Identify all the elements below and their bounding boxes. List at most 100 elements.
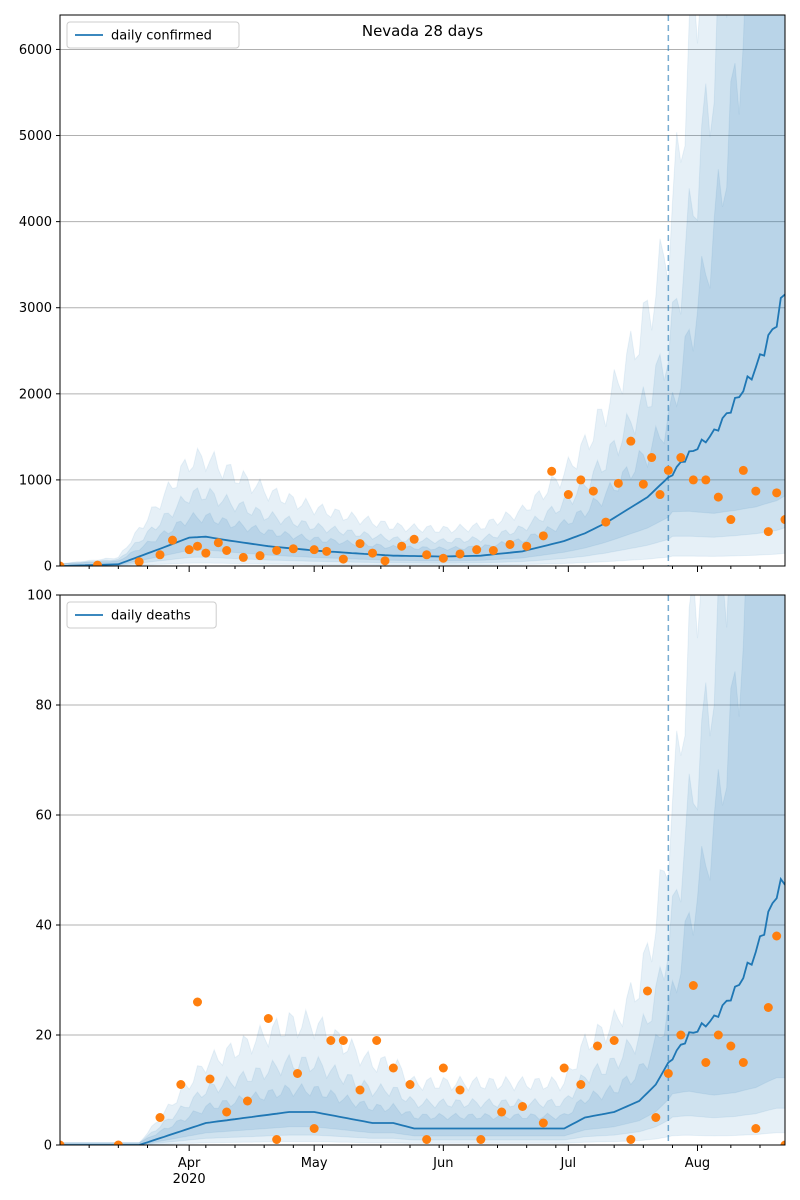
- y-tick-label: 5000: [19, 129, 52, 144]
- observed-point: [60, 1140, 65, 1145]
- observed-point: [326, 1036, 336, 1045]
- observed-point: [205, 1074, 215, 1084]
- observed-point: [113, 1140, 123, 1145]
- observed-point: [613, 478, 623, 488]
- observed-point: [193, 541, 202, 551]
- legend: daily deaths: [66, 601, 217, 629]
- observed-point: [372, 1036, 382, 1045]
- y-tick-label: 6000: [19, 43, 52, 58]
- uncertainty-band: [60, 15, 785, 566]
- legend-label: daily confirmed: [111, 29, 212, 44]
- observed-point: [168, 535, 177, 545]
- legend-box: [66, 21, 240, 49]
- y-tick-label: 40: [35, 919, 52, 934]
- observed-points: [60, 931, 785, 1145]
- uncertainty-band: [60, 595, 785, 1145]
- uncertainty-band: [60, 15, 785, 566]
- observed-point: [688, 475, 698, 485]
- observed-point: [593, 1041, 602, 1051]
- y-tick-label: 1000: [19, 473, 52, 488]
- observed-point: [547, 466, 557, 476]
- observed-point: [676, 453, 686, 463]
- series-line-daily-deaths: [60, 876, 785, 1145]
- observed-point: [405, 1080, 415, 1089]
- observed-point: [255, 551, 265, 561]
- observed-point: [701, 1058, 711, 1067]
- observed-point: [763, 527, 773, 537]
- observed-point: [647, 453, 657, 463]
- observed-point: [388, 1063, 398, 1073]
- observed-point: [559, 1063, 569, 1073]
- observed-point: [272, 1135, 282, 1144]
- x-tick-label: Aug: [685, 1156, 710, 1171]
- observed-point: [780, 515, 785, 525]
- observed-point: [663, 1069, 673, 1078]
- uncertainty-band: [60, 595, 785, 1145]
- observed-point: [309, 545, 319, 555]
- uncertainty-band: [60, 15, 785, 566]
- observed-point: [288, 544, 298, 554]
- observed-point: [438, 553, 448, 563]
- y-tick-label: 100: [27, 589, 52, 604]
- observed-point: [738, 1058, 748, 1067]
- observed-point: [338, 1036, 348, 1045]
- legend: daily confirmed: [66, 21, 240, 49]
- observed-point: [476, 1135, 486, 1144]
- observed-point: [522, 541, 532, 551]
- observed-point: [193, 997, 202, 1007]
- observed-point: [355, 1085, 365, 1095]
- observed-point: [538, 1118, 548, 1128]
- observed-point: [409, 534, 419, 544]
- observed-point: [293, 1069, 302, 1078]
- observed-point: [601, 517, 611, 527]
- observed-point: [713, 492, 723, 502]
- observed-point: [397, 541, 407, 551]
- x-tick-label: Jun: [432, 1156, 453, 1171]
- observed-point: [772, 931, 782, 941]
- observed-point: [538, 531, 548, 541]
- observed-point: [355, 539, 365, 549]
- y-tick-label: 60: [35, 809, 52, 824]
- legend-label: daily deaths: [111, 609, 191, 624]
- chart-title: Nevada 28 days: [362, 22, 483, 40]
- observed-point: [243, 1096, 252, 1106]
- x-tick-label: Jul: [559, 1156, 576, 1171]
- observed-point: [701, 475, 711, 485]
- observed-point: [176, 1080, 186, 1089]
- observed-point: [263, 1014, 273, 1023]
- observed-point: [422, 550, 432, 560]
- observed-point: [213, 538, 223, 548]
- confirmed-panel: 0 1000 2000 3000 4000 5000 6000 Nevada 28 days d…: [19, 14, 786, 575]
- observed-point: [751, 1124, 761, 1133]
- observed-point: [497, 1107, 507, 1117]
- x-tick-label: Apr: [178, 1156, 201, 1171]
- observed-point: [222, 546, 232, 556]
- observed-point: [638, 479, 648, 489]
- legend-box: [66, 601, 217, 629]
- observed-point: [780, 1140, 785, 1145]
- uncertainty-bands: [60, 15, 785, 566]
- observed-point: [438, 1063, 448, 1073]
- observed-point: [643, 986, 652, 996]
- observed-point: [93, 560, 102, 566]
- observed-point: [184, 545, 194, 555]
- observed-point: [222, 1107, 232, 1117]
- observed-point: [422, 1135, 432, 1144]
- observed-point: [155, 550, 165, 560]
- observed-point: [518, 1102, 527, 1111]
- observed-point: [663, 465, 673, 475]
- y-tick-label: 0: [44, 560, 52, 575]
- observed-point: [505, 539, 515, 549]
- uncertainty-bands: [60, 595, 785, 1145]
- axes-frame: [59, 14, 786, 567]
- x-tick-label: May: [301, 1156, 328, 1171]
- observed-point: [455, 549, 465, 559]
- observed-point: [322, 546, 332, 556]
- observed-point: [455, 1085, 465, 1095]
- observed-point: [155, 1113, 165, 1122]
- observed-point: [676, 1030, 686, 1040]
- observed-point: [651, 1113, 661, 1122]
- y-tick-label: 80: [35, 699, 52, 714]
- observed-point: [134, 557, 144, 566]
